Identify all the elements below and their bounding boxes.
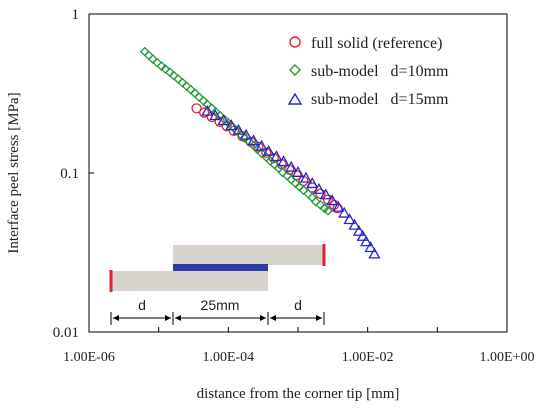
inset-arrowhead xyxy=(113,315,119,321)
data-point-triangle xyxy=(240,128,253,140)
data-point-triangle xyxy=(277,155,290,167)
data-point-triangle xyxy=(352,224,366,236)
data-point-triangle xyxy=(232,123,245,135)
data-point-triangle xyxy=(247,134,260,146)
inset-label-d-left: d xyxy=(138,297,146,313)
inset-upper-plate xyxy=(173,245,324,265)
data-point-diamond xyxy=(323,205,333,216)
inset-lower-plate xyxy=(111,271,268,291)
inset-schematic: d 25mm d xyxy=(109,244,326,325)
data-point-triangle xyxy=(225,119,238,131)
y-axis-label: Interface peel stress [MPa] xyxy=(6,92,22,253)
x-tick-label: 1.00E-02 xyxy=(342,350,394,365)
data-point-diamond xyxy=(256,148,267,159)
data-point-diamond xyxy=(310,196,321,207)
data-point-triangle xyxy=(201,104,214,116)
data-point-triangle xyxy=(343,213,356,225)
legend-marker-triangle xyxy=(287,92,303,105)
data-point-circle xyxy=(199,107,210,118)
x-axis-label: distance from the corner tip [mm] xyxy=(197,386,400,402)
inset-arrowhead xyxy=(270,315,276,321)
data-point-triangle xyxy=(360,235,373,247)
legend: full solid (reference) sub-model d=10mm … xyxy=(287,35,449,108)
data-point-diamond xyxy=(160,64,171,75)
data-point-circle xyxy=(191,103,202,114)
data-point-triangle xyxy=(364,241,377,253)
data-point-triangle xyxy=(270,150,283,162)
inset-arrowhead xyxy=(165,315,171,321)
data-point-triangle xyxy=(312,182,326,194)
inset-adhesive-bar xyxy=(173,264,268,271)
data-point-diamond xyxy=(277,167,288,178)
inset-label-d-right: d xyxy=(294,297,302,313)
data-point-triangle xyxy=(306,177,319,189)
series-2 xyxy=(139,46,333,216)
data-point-triangle xyxy=(299,171,313,183)
y-axis-ticks: 0.01 0.1 1 xyxy=(53,7,94,341)
data-point-triangle xyxy=(368,247,381,259)
legend-label-submodel-15: sub-model d=15mm xyxy=(311,91,449,108)
x-tick-label: 1.00E-04 xyxy=(202,350,254,365)
data-point-triangle xyxy=(291,165,305,177)
inset-arrowhead xyxy=(316,315,322,321)
data-point-triangle xyxy=(356,229,369,241)
x-axis-ticks: 1.00E-06 1.00E-04 1.00E-02 1.00E+00 xyxy=(63,327,534,365)
series-layer xyxy=(139,46,381,259)
data-point-triangle xyxy=(209,109,222,121)
data-point-diamond xyxy=(239,133,250,143)
data-point-triangle xyxy=(255,139,268,151)
inset-arrowhead xyxy=(260,315,266,321)
data-point-triangle xyxy=(217,114,230,126)
data-point-diamond xyxy=(298,185,309,196)
x-tick-label: 1.00E+00 xyxy=(480,350,535,365)
data-point-triangle xyxy=(348,218,361,230)
data-point-triangle xyxy=(262,144,275,156)
data-point-triangle xyxy=(338,206,351,218)
y-tick-label: 1 xyxy=(72,7,80,23)
y-tick-label: 0.01 xyxy=(53,325,79,341)
inset-label-25mm: 25mm xyxy=(201,297,240,313)
legend-marker-circle xyxy=(289,36,301,48)
inset-arrowhead xyxy=(175,315,181,321)
legend-marker-diamond xyxy=(289,64,301,76)
legend-label-submodel-10: sub-model d=10mm xyxy=(311,63,449,80)
legend-label-full-solid: full solid (reference) xyxy=(311,35,442,52)
data-point-triangle xyxy=(319,188,332,200)
series-3 xyxy=(201,104,381,259)
y-tick-label: 0.1 xyxy=(60,166,79,182)
data-point-triangle xyxy=(326,194,339,206)
data-point-triangle xyxy=(332,200,345,212)
x-tick-label: 1.00E-06 xyxy=(63,350,115,365)
data-point-triangle xyxy=(285,160,298,172)
